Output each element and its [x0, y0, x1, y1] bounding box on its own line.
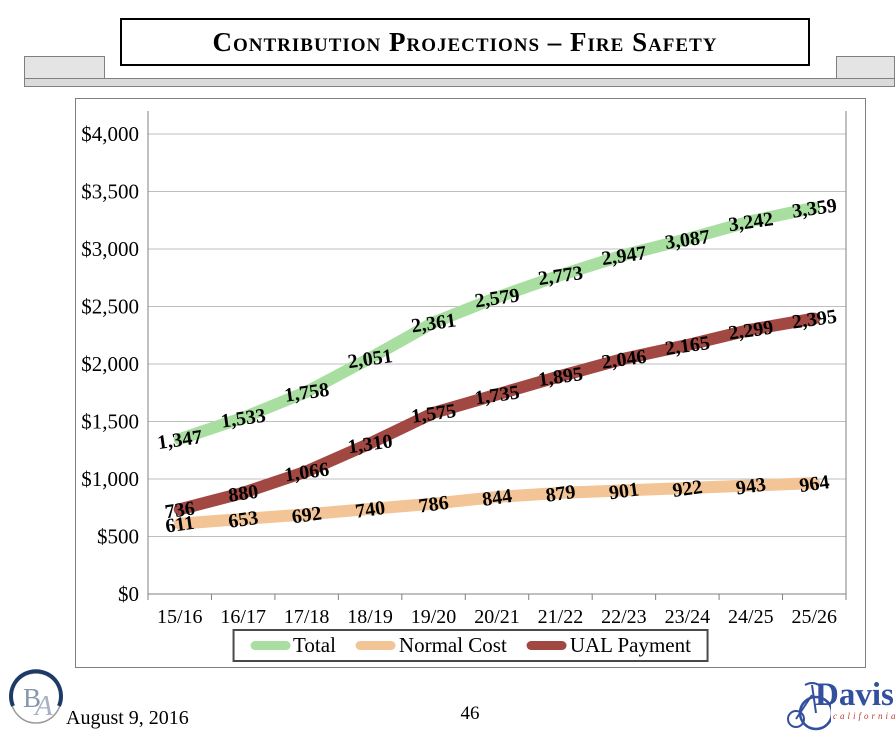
- data-label: 943: [735, 474, 768, 500]
- data-label: 611: [164, 512, 196, 538]
- davis-logo-name: Davis: [815, 677, 894, 713]
- data-label: 879: [544, 481, 577, 507]
- data-label: 2,165: [664, 332, 712, 360]
- chart-area: $0 $500 $1,000 $1,500 $2,000 $2,500 $3,000 $3,5…: [75, 98, 866, 668]
- x-tick-label: 22/23: [601, 606, 647, 628]
- data-label: 844: [481, 485, 514, 511]
- data-label: 880: [227, 481, 260, 507]
- ba-logo-letter-b: B: [23, 683, 41, 713]
- x-tick-label: 20/21: [474, 606, 520, 628]
- ba-logo-arc: [9, 669, 63, 707]
- data-label: 3,359: [791, 195, 839, 223]
- data-label: 786: [417, 492, 450, 518]
- y-tick-label: $1,500: [81, 410, 139, 434]
- data-label: 2,773: [537, 262, 585, 290]
- x-tick-label: 15/16: [157, 606, 203, 628]
- slide-date: August 9, 2016: [66, 707, 189, 729]
- header-band: [24, 78, 895, 87]
- x-tick-label: 25/26: [791, 606, 837, 628]
- data-label: 1,347: [156, 426, 204, 454]
- ba-logo-letter-a: A: [33, 690, 53, 722]
- data-label: 1,533: [220, 405, 268, 433]
- data-label: 901: [608, 478, 641, 504]
- y-tick-label: $3,000: [81, 237, 139, 261]
- davis-logo: Davis california: [785, 671, 895, 735]
- data-label: 1,066: [283, 458, 331, 486]
- davis-logo-subtitle: california: [833, 711, 895, 721]
- page-number: 46: [460, 703, 480, 724]
- data-label: 1,895: [537, 363, 585, 391]
- page-title: Contribution Projections – Fire Safety: [212, 26, 718, 57]
- header-band-right-block: [836, 56, 895, 80]
- y-tick-label: $2,000: [81, 352, 139, 376]
- x-tick-label: 16/17: [220, 606, 266, 628]
- data-label: 1,310: [346, 430, 394, 458]
- data-label: 736: [163, 497, 196, 523]
- legend-item-normal-cost: Normal Cost: [355, 633, 507, 658]
- data-label: 692: [290, 502, 323, 528]
- title-box: Contribution Projections – Fire Safety: [120, 18, 810, 66]
- data-label: 2,579: [473, 284, 521, 312]
- y-tick-label: $0: [118, 582, 139, 606]
- data-label: 2,299: [727, 317, 775, 345]
- x-tick-label: 17/18: [284, 606, 330, 628]
- chart-legend: Total Normal Cost UAL Payment: [232, 629, 709, 662]
- data-label: 740: [354, 497, 387, 523]
- data-label: 2,395: [791, 306, 839, 334]
- series-line-ual-payment: [173, 312, 821, 516]
- y-tick-label: $500: [97, 525, 139, 549]
- data-label: 2,361: [410, 309, 458, 337]
- header-band-left-block: [24, 56, 105, 80]
- data-label: 964: [798, 471, 831, 497]
- y-tick-label: $2,500: [81, 295, 139, 319]
- legend-swatch: [526, 641, 567, 650]
- ba-logo: B A: [9, 669, 63, 724]
- legend-label: Total: [293, 633, 336, 657]
- data-label: 2,947: [600, 242, 648, 270]
- legend-item-ual-payment: UAL Payment: [526, 633, 691, 658]
- legend-label: Normal Cost: [398, 633, 507, 657]
- data-label: 922: [671, 476, 704, 502]
- x-tick-label: 19/20: [411, 606, 457, 628]
- y-tick-label: $4,000: [81, 122, 139, 146]
- x-tick-label: 18/19: [347, 606, 393, 628]
- data-label: 653: [227, 507, 260, 533]
- data-label: 3,087: [664, 226, 712, 254]
- data-label: 1,735: [473, 381, 521, 409]
- x-tick-label: 23/24: [665, 606, 711, 628]
- y-tick-label: $1,000: [81, 467, 139, 491]
- legend-label: UAL Payment: [569, 633, 691, 657]
- data-label: 3,242: [727, 208, 775, 236]
- x-tick-label: 21/22: [538, 606, 584, 628]
- data-label: 2,046: [600, 346, 648, 374]
- data-label: 1,758: [283, 379, 331, 407]
- y-tick-label: $3,500: [81, 180, 139, 204]
- legend-item-total: Total: [250, 633, 336, 658]
- contribution-projections-chart: $0 $500 $1,000 $1,500 $2,000 $2,500 $3,000 $3,5…: [81, 111, 847, 628]
- data-label: 2,051: [346, 345, 394, 373]
- series-line-total: [173, 201, 821, 446]
- data-label: 1,575: [410, 400, 458, 428]
- legend-swatch: [355, 641, 396, 650]
- legend-swatch: [250, 641, 291, 650]
- x-tick-label: 24/25: [728, 606, 774, 628]
- series-line-normal-cost: [173, 477, 821, 530]
